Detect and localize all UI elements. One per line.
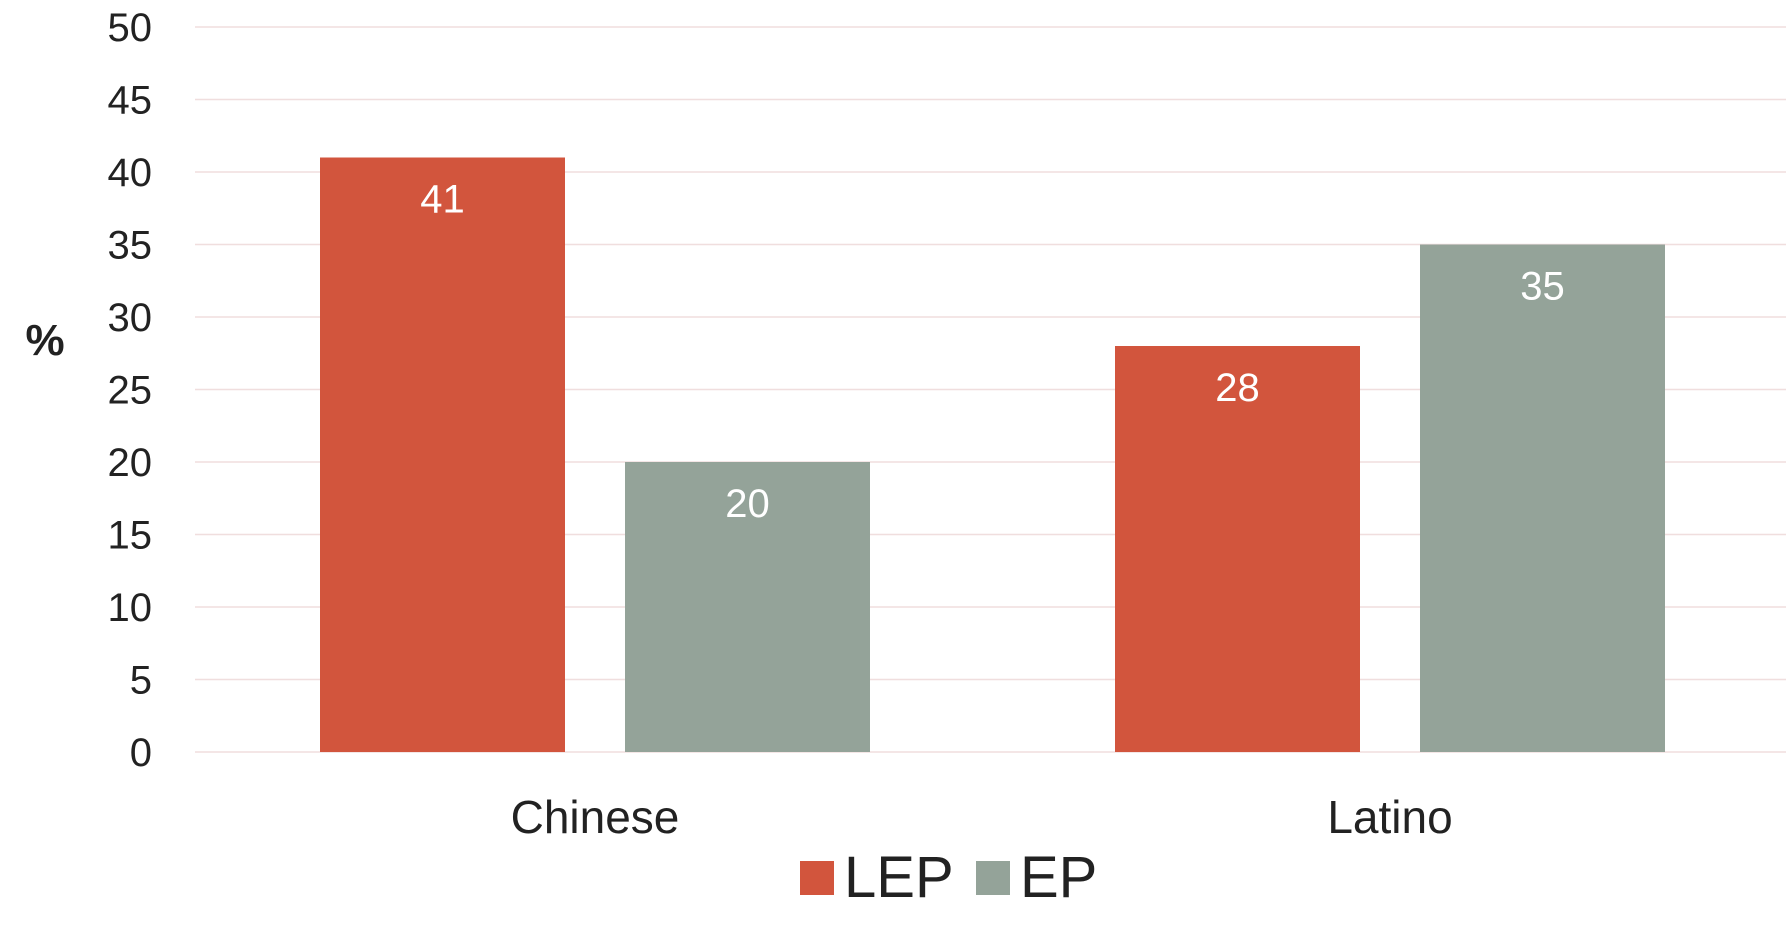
legend: LEP EP (800, 845, 1097, 910)
data-labels: 41 20 28 35 (420, 178, 1565, 527)
bars (320, 157, 1665, 752)
bar-lep-chinese (320, 157, 565, 752)
y-tick-label: 30 (108, 296, 153, 340)
legend-swatch-lep (800, 861, 834, 895)
x-category-label: Latino (1327, 791, 1452, 843)
legend-label: EP (1020, 845, 1097, 910)
y-tick-label: 10 (108, 586, 153, 630)
bar-lep-latino (1115, 346, 1360, 752)
legend-swatch-ep (976, 861, 1010, 895)
data-label: 35 (1520, 265, 1565, 309)
y-axis-label: % (25, 316, 64, 365)
data-label: 28 (1215, 366, 1260, 410)
bar-ep-chinese (625, 462, 870, 752)
data-label: 20 (725, 482, 770, 526)
y-tick-label: 15 (108, 514, 153, 558)
legend-label: LEP (844, 845, 954, 910)
x-axis-categories: Chinese Latino (511, 791, 1453, 843)
y-tick-label: 5 (130, 659, 152, 703)
y-tick-label: 50 (108, 6, 153, 50)
y-tick-label: 45 (108, 79, 153, 123)
x-category-label: Chinese (511, 791, 680, 843)
y-tick-label: 25 (108, 369, 153, 413)
y-tick-label: 0 (130, 731, 152, 775)
bar-ep-latino (1420, 244, 1665, 752)
y-tick-label: 40 (108, 151, 153, 195)
y-axis-ticks: 0 5 10 15 20 25 30 35 40 45 50 (108, 6, 153, 775)
y-tick-label: 35 (108, 224, 153, 268)
data-label: 41 (420, 178, 465, 222)
y-tick-label: 20 (108, 441, 153, 485)
